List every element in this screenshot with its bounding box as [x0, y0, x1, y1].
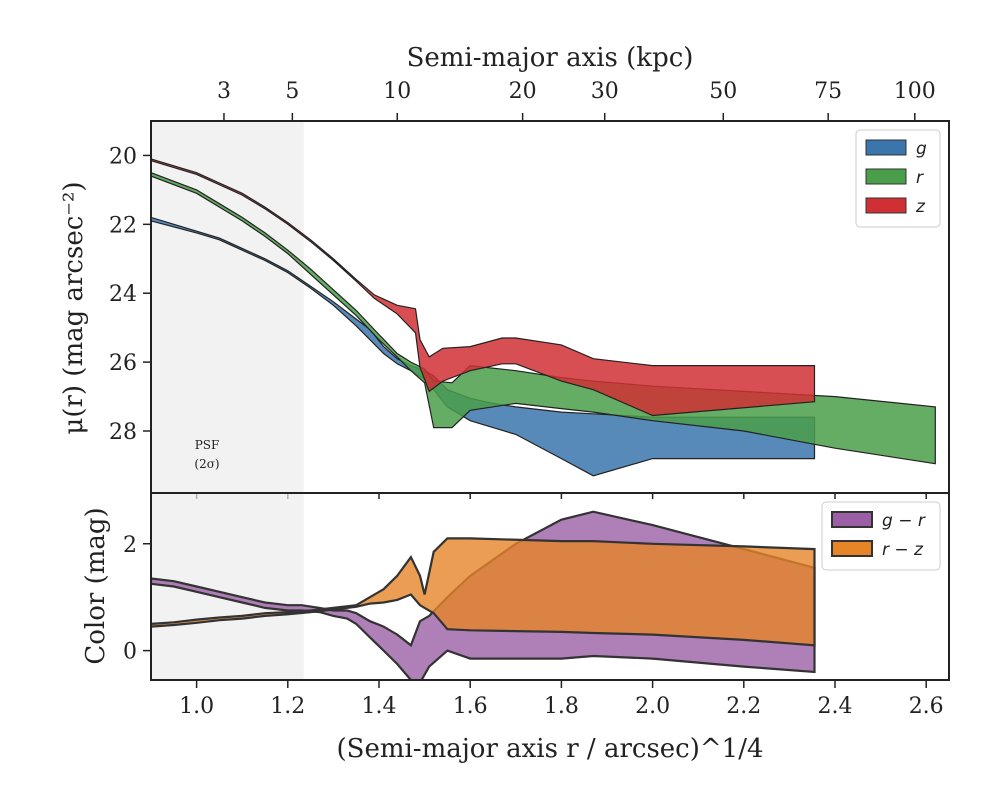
color-panel: 02 1.0 1.2 1.4 1.6 1.8 2.0 2.2 2.4 2.6 g − rr − … — [81, 492, 950, 764]
legend-swatch — [865, 139, 907, 156]
kpc-tick-label: 3 — [217, 79, 231, 104]
bottom-x-tick-label: 2.2 — [726, 694, 761, 719]
legend-label: r − z — [882, 540, 924, 560]
top-x-axis-title: Semi-major axis (kpc) — [407, 43, 694, 73]
band-color-1 — [151, 537, 816, 647]
bottom-panel-frame — [150, 492, 950, 681]
legend-label: r — [916, 168, 924, 188]
kpc-tick-label: 5 — [285, 79, 299, 104]
bottom-legend: g − r r − z — [821, 501, 941, 571]
top-y-tick-label: 26 — [109, 351, 137, 376]
bottom-x-tick-label: 2.0 — [635, 694, 670, 719]
surface-brightness-bands — [151, 158, 936, 477]
psf-shade-top — [151, 121, 304, 493]
kpc-tick-label: 10 — [383, 79, 411, 104]
bottom-y-axis-title: Color (mag) — [81, 507, 111, 664]
bottom-x-tick-label: 1.0 — [179, 694, 214, 719]
top-y-tick-label: 20 — [109, 144, 137, 169]
legend-swatch — [865, 197, 907, 214]
bottom-x-tick-label: 2.6 — [909, 694, 944, 719]
top-y-tick-label: 28 — [109, 420, 137, 445]
top-legend: grz — [855, 129, 941, 228]
psf-label-line2: (2σ) — [194, 457, 219, 471]
bottom-y-tick-label: 2 — [123, 533, 137, 558]
band-g — [151, 216, 816, 477]
bottom-x-tick-label: 1.2 — [270, 694, 305, 719]
kpc-tick-label: 75 — [814, 79, 842, 104]
legend-swatch — [831, 540, 873, 557]
band-z — [151, 158, 816, 417]
kpc-tick-label: 30 — [591, 79, 619, 104]
kpc-axis-ticks: 3 5 10 20 30 50 75 100 — [217, 79, 936, 121]
bottom-x-tick-label: 1.4 — [362, 694, 397, 719]
legend-swatch — [831, 511, 873, 528]
color-bands — [151, 510, 816, 680]
kpc-tick-label: 100 — [894, 79, 936, 104]
bottom-x-ticks: 1.0 1.2 1.4 1.6 1.8 2.0 2.2 2.4 2.6 — [179, 680, 944, 719]
psf-label-line1: PSF — [195, 438, 220, 452]
top-y-tick-label: 22 — [109, 213, 137, 238]
band-r — [151, 172, 936, 465]
legend-label: z — [915, 197, 926, 217]
bottom-x-tick-label: 2.4 — [818, 694, 853, 719]
top-y-tick-label: 24 — [109, 282, 137, 307]
top-y-axis-title: μ(r) (mag arcsec⁻²) — [59, 181, 89, 434]
bottom-x-tick-label: 1.8 — [544, 694, 579, 719]
bottom-x-tick-label: 1.6 — [453, 694, 488, 719]
top-y-ticks: 20 22 24 26 28 — [109, 144, 151, 445]
kpc-tick-label: 20 — [509, 79, 537, 104]
bottom-y-tick-label: 0 — [123, 640, 137, 665]
bottom-y-ticks: 02 — [123, 533, 151, 665]
kpc-tick-label: 50 — [709, 79, 737, 104]
legend-label: g − r — [882, 511, 926, 531]
bottom-x-axis-title: (Semi-major axis r / arcsec)^1/4 — [336, 734, 763, 764]
legend-label: g — [916, 139, 927, 159]
legend-swatch — [865, 168, 907, 185]
